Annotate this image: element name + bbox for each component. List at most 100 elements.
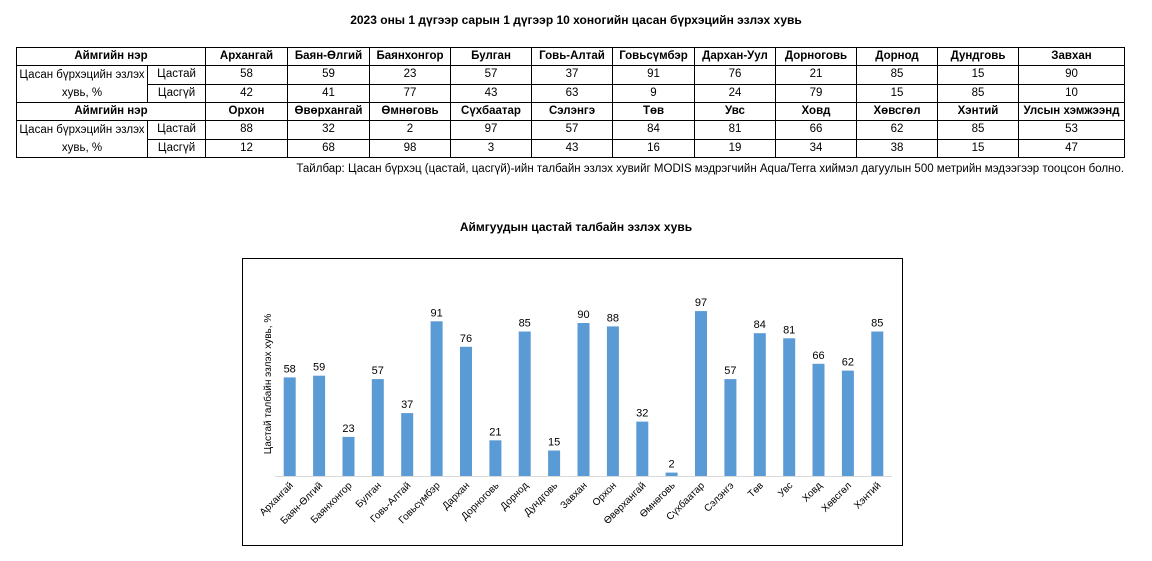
bar xyxy=(518,331,531,476)
bar xyxy=(871,331,884,476)
snowy-value-cell: 91 xyxy=(612,65,695,85)
snowy-value-cell: 66 xyxy=(775,120,857,140)
nosnow-value-cell: 85 xyxy=(937,83,1019,103)
province-name-cell: Говь-Алтай xyxy=(531,47,613,66)
snowy-value-cell: 32 xyxy=(287,120,370,140)
province-name-cell: Өмнөговь xyxy=(369,102,451,121)
x-tick-label: Сэлэнгэ xyxy=(702,480,736,514)
bar xyxy=(313,375,326,476)
province-name-cell: Хөвсгөл xyxy=(856,102,938,121)
bar xyxy=(841,370,854,476)
province-name-cell: Увс xyxy=(694,102,776,121)
data-label: 59 xyxy=(313,362,325,374)
bar xyxy=(753,333,766,476)
province-name-cell: Дархан-Уул xyxy=(694,47,776,66)
table-row-snowy: Цасан бүрхэцийн эзлэх хувь, % Цастай 58 59 2… xyxy=(16,65,1125,103)
snowy-value-cell: 90 xyxy=(1018,65,1125,85)
nosnow-value-cell: 10 xyxy=(1018,83,1125,103)
province-name-cell: Ховд xyxy=(775,102,857,121)
nosnow-value-cell: 38 xyxy=(856,138,938,158)
snowy-value-cell: 15 xyxy=(937,65,1019,85)
bar xyxy=(342,436,355,476)
data-label: 81 xyxy=(783,324,795,336)
data-label: 23 xyxy=(342,423,354,435)
nosnow-value-cell: 9 xyxy=(612,83,695,103)
bar xyxy=(401,413,414,476)
bar xyxy=(695,311,707,476)
nosnow-value-cell: 24 xyxy=(694,83,776,103)
province-name-cell: Баян-Өлгий xyxy=(287,47,370,66)
province-name-cell: Дундговь xyxy=(937,47,1019,66)
bar xyxy=(283,377,296,476)
snowy-value-cell: 53 xyxy=(1018,120,1125,140)
data-label: 21 xyxy=(489,426,501,438)
snowy-value-cell: 2 xyxy=(369,120,451,140)
x-tick-label: Орхон xyxy=(591,480,619,508)
snowy-value-cell: 85 xyxy=(937,120,1019,140)
nosnow-value-cell: 34 xyxy=(775,138,857,158)
x-tick-label: Завхан xyxy=(559,480,590,511)
bar xyxy=(636,421,649,476)
nosnow-value-cell: 43 xyxy=(450,83,532,103)
province-name-cell: Булган xyxy=(450,47,532,66)
bar xyxy=(371,379,384,476)
province-name-cell: Төв xyxy=(612,102,695,121)
province-name-cell: Өвөрхангай xyxy=(287,102,370,121)
data-label: 76 xyxy=(460,333,472,345)
province-name-cell: Завхан xyxy=(1018,47,1125,66)
data-label: 85 xyxy=(871,318,883,330)
nosnow-label: Цасгүй xyxy=(147,138,206,158)
province-name-cell: Архангай xyxy=(205,47,288,66)
bar xyxy=(460,346,472,476)
snowy-value-cell: 84 xyxy=(612,120,695,140)
province-header-label: Аймгийн нэр xyxy=(16,47,206,66)
bar xyxy=(606,326,619,476)
nosnow-value-cell: 42 xyxy=(205,83,288,103)
nosnow-value-cell: 77 xyxy=(369,83,451,103)
nosnow-value-cell: 15 xyxy=(937,138,1019,158)
x-tick-label: Хөвсгөл xyxy=(820,480,854,514)
data-label: 66 xyxy=(812,350,824,362)
data-label: 91 xyxy=(430,307,442,319)
data-label: 32 xyxy=(636,408,648,420)
snowy-label: Цастай xyxy=(147,120,206,140)
table-row-nosnow: Цасгүй 42 41 77 43 63 9 24 79 15 85 10 xyxy=(17,83,1125,103)
snowy-value-cell: 23 xyxy=(369,65,451,85)
bar xyxy=(665,472,678,476)
data-label: 37 xyxy=(401,399,413,411)
snowy-value-cell: 21 xyxy=(775,65,857,85)
province-name-cell: Улсын хэмжээнд xyxy=(1018,102,1125,121)
snowy-value-cell: 57 xyxy=(531,120,613,140)
bar xyxy=(489,440,502,476)
province-name-cell: Дорноговь xyxy=(775,47,857,66)
data-label: 88 xyxy=(607,312,619,324)
data-label: 90 xyxy=(577,309,589,321)
y-axis-title: Цастай талбайн эзлэх хувь, % xyxy=(262,314,274,455)
snowy-value-cell: 85 xyxy=(856,65,938,85)
bar-chart: Цастай талбайн эзлэх хувь, % 58Архангай59… xyxy=(258,297,892,527)
data-label: 58 xyxy=(284,363,296,375)
snow-cover-table: Аймгийн нэр Архангай Баян-Өлгий Баянхонгор Б… xyxy=(16,47,1125,158)
nosnow-value-cell: 16 xyxy=(612,138,695,158)
data-label: 57 xyxy=(372,365,384,377)
snowy-value-cell: 37 xyxy=(531,65,613,85)
data-label: 85 xyxy=(519,318,531,330)
bar xyxy=(430,321,443,476)
chart-title: Аймгуудын цастай талбайн эзлэх хувь xyxy=(459,220,693,234)
x-tick-label: Хэнтий xyxy=(852,480,883,511)
nosnow-value-cell: 79 xyxy=(775,83,857,103)
table-row-nosnow: Цасгүй 12 68 98 3 43 16 19 34 38 15 47 xyxy=(17,138,1125,158)
bar xyxy=(724,379,737,476)
bar xyxy=(783,338,796,476)
data-label: 15 xyxy=(548,437,560,449)
data-label: 57 xyxy=(724,365,736,377)
data-label: 84 xyxy=(754,319,766,331)
snowy-value-cell: 57 xyxy=(450,65,532,85)
bar xyxy=(548,450,561,476)
data-label: 2 xyxy=(669,459,675,471)
page-title: 2023 оны 1 дүгээр сарын 1 дүгээр 10 хоно… xyxy=(350,13,802,27)
x-tick-label: Ховд xyxy=(800,480,824,504)
province-name-cell: Говьсүмбэр xyxy=(612,47,695,66)
table-note: Тайлбар: Цасан бүрхэц (цастай, цасгүй)-и… xyxy=(296,163,1124,175)
chart-area: Цастай талбайн эзлэх хувь, % 58 Архангай 59… xyxy=(242,258,903,546)
